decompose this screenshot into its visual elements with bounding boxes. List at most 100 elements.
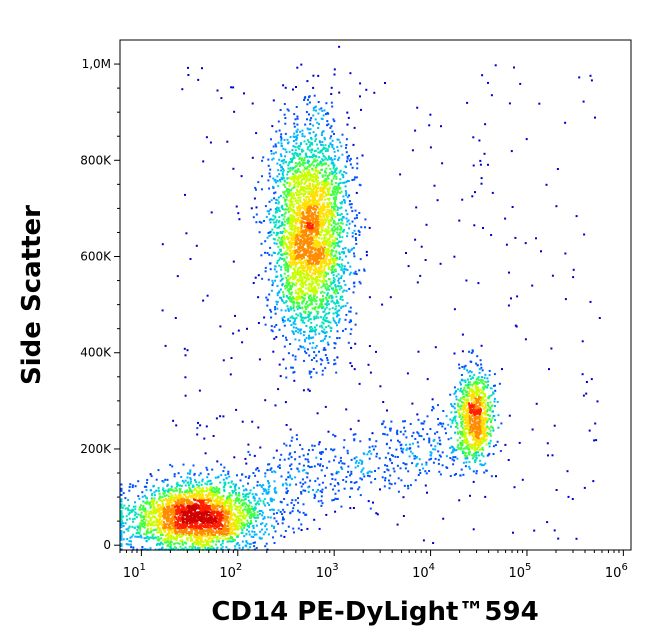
event-dot <box>306 148 309 151</box>
event-dot <box>242 546 244 549</box>
event-dot <box>190 538 193 540</box>
event-dot <box>314 273 316 276</box>
event-dot <box>269 268 272 271</box>
event-dot <box>321 241 324 244</box>
event-dot <box>282 191 285 194</box>
event-dot <box>326 174 329 177</box>
event-dot <box>322 331 325 333</box>
event-dot <box>309 252 312 254</box>
event-dot <box>288 295 291 298</box>
event-dot <box>147 512 150 515</box>
event-dot <box>288 225 291 228</box>
event-dot <box>218 491 221 494</box>
event-dot <box>227 522 230 525</box>
event-dot <box>349 306 352 309</box>
event-dot <box>325 242 328 245</box>
event-dot <box>315 201 318 204</box>
event-dot <box>296 66 299 69</box>
event-dot <box>205 516 208 519</box>
event-dot <box>259 537 262 540</box>
event-dot <box>172 512 175 515</box>
event-dot <box>268 187 271 190</box>
event-dot <box>259 499 262 502</box>
event-dot <box>287 309 290 311</box>
event-dot <box>193 493 196 495</box>
event-dot <box>168 529 171 532</box>
event-dot <box>146 479 149 481</box>
event-dot <box>286 208 289 211</box>
event-dot <box>238 502 241 505</box>
event-dot <box>193 529 196 532</box>
event-dot <box>193 522 196 525</box>
event-dot <box>274 143 277 146</box>
event-dot <box>217 540 220 543</box>
event-dot <box>151 524 154 526</box>
event-dot <box>145 485 148 488</box>
event-dot <box>275 300 278 303</box>
event-dot <box>282 183 285 186</box>
event-dot <box>283 103 286 105</box>
event-dot <box>315 220 318 223</box>
event-dot <box>317 147 319 150</box>
event-dot <box>313 180 315 183</box>
event-dot <box>182 543 184 546</box>
event-dot <box>272 99 275 102</box>
event-dot <box>312 109 315 112</box>
event-dot <box>192 484 195 487</box>
event-dot <box>152 501 155 504</box>
event-dot <box>281 258 284 260</box>
event-dot <box>146 500 149 503</box>
event-dot <box>310 321 313 324</box>
event-dot <box>138 532 141 535</box>
event-dot <box>301 221 304 224</box>
event-dot <box>318 249 321 252</box>
event-dot <box>184 546 187 549</box>
event-dot <box>312 278 315 281</box>
event-dot <box>320 194 323 197</box>
event-dot <box>227 481 230 484</box>
event-dot <box>283 215 286 218</box>
event-dot <box>242 499 245 502</box>
event-dot <box>180 535 183 538</box>
event-dot <box>160 534 162 536</box>
event-dot <box>308 145 311 148</box>
event-dot <box>315 214 318 217</box>
event-dot <box>294 225 297 228</box>
event-dot <box>200 503 203 506</box>
event-dot <box>332 279 335 282</box>
event-dot <box>334 169 337 172</box>
event-dot <box>243 513 246 516</box>
event-dot <box>158 497 161 500</box>
event-dot <box>196 526 199 529</box>
event-dot <box>303 321 306 324</box>
event-dot <box>220 528 223 530</box>
event-dot <box>332 147 335 150</box>
event-dot <box>149 527 152 530</box>
event-dot <box>308 187 311 190</box>
event-dot <box>191 485 194 488</box>
event-dot <box>222 470 225 473</box>
event-dot <box>301 236 304 239</box>
event-dot <box>121 522 124 525</box>
event-dot <box>290 217 293 220</box>
event-dot <box>355 239 357 241</box>
event-dot <box>277 522 280 525</box>
event-dot <box>335 301 338 304</box>
event-dot <box>303 317 306 320</box>
event-dot <box>187 495 190 498</box>
event-dot <box>216 460 219 463</box>
event-dot <box>128 489 131 492</box>
event-dot <box>276 285 279 287</box>
event-dot <box>334 238 337 241</box>
event-dot <box>206 542 208 545</box>
event-dot <box>298 247 301 250</box>
event-dot <box>202 544 205 547</box>
event-dot <box>273 337 276 340</box>
event-dot <box>293 156 296 159</box>
event-dot <box>327 227 330 230</box>
event-dot <box>281 221 284 224</box>
event-dot <box>316 222 319 225</box>
event-dot <box>339 285 342 288</box>
event-dot <box>227 499 230 502</box>
event-dot <box>216 505 219 508</box>
